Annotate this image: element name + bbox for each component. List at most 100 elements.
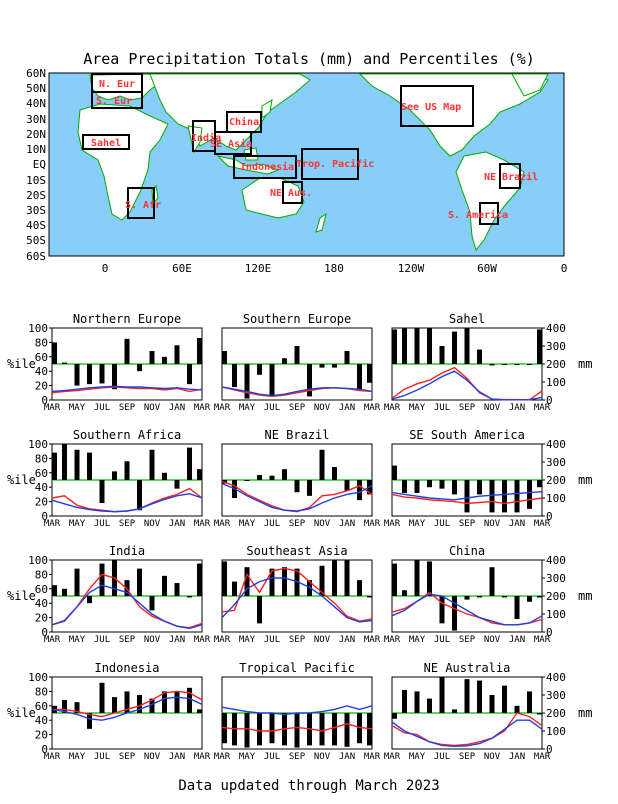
y-tick-label: 0 (41, 743, 48, 756)
x-tick-label: MAR (194, 519, 211, 529)
x-tick-label: MAR (214, 519, 231, 529)
x-tick-label: SEP (289, 519, 306, 529)
x-tick-label: MAR (44, 403, 61, 413)
chart-panel: China 0 100 200 300 400 mm MAR MAY JUL SEP NOV JAN MA… (384, 544, 593, 645)
percentile-bar (197, 469, 202, 480)
panel-title: Southern Africa (73, 428, 181, 442)
x-tick-label: MAR (214, 403, 231, 413)
x-tick-label: MAR (534, 519, 551, 529)
percentile-bar (537, 596, 542, 598)
percentile-bar (294, 346, 300, 364)
lat-label: 50N (26, 82, 46, 95)
percentile-bar (464, 679, 470, 713)
percentile-bar (257, 596, 262, 624)
y-tick-label: 400 (546, 554, 566, 567)
percentile-bar (452, 596, 457, 631)
x-tick-label: SEP (119, 635, 136, 645)
x-tick-label: SEP (289, 403, 306, 413)
region-label-n-eur: N. Eur (99, 79, 135, 90)
lat-label: 30S (26, 204, 46, 217)
percentile-bar (52, 452, 57, 480)
y-tick-label: 400 (546, 438, 566, 451)
percentile-bar (392, 713, 397, 719)
percentile-bar (112, 364, 117, 390)
percentile-bar (222, 561, 227, 596)
normal-precip-line (221, 577, 373, 623)
lat-label: 40S (26, 219, 46, 232)
region-box-sahel (82, 134, 130, 150)
percentile-bar (402, 689, 407, 713)
x-tick-label: SEP (459, 635, 476, 645)
region-labels: N. Eur S. Eur Sahel India China SE Asia … (91, 79, 538, 221)
percentile-bar (244, 364, 250, 399)
y-tick-label: 400 (546, 671, 566, 684)
percentile-bar (344, 560, 350, 596)
y-tick-label: 300 (546, 689, 566, 702)
x-tick-label: MAR (194, 403, 211, 413)
percentile-bar (52, 585, 57, 596)
chart-panel: Southern Europe MAR MAY JUL SEP NOV JAN MAR (214, 312, 381, 413)
percentile-bar (232, 364, 237, 388)
x-tick-label: JUL (264, 519, 280, 529)
percentile-bar (244, 567, 250, 596)
current-precip-line (391, 366, 543, 401)
x-tick-label: NOV (484, 752, 501, 762)
panel-title: NE Brazil (264, 428, 329, 442)
world-map: N. Eur S. Eur Sahel India China SE Asia … (26, 67, 567, 275)
x-tick-label: NOV (314, 752, 331, 762)
percentile-bar (452, 480, 457, 495)
percentile-bar (514, 705, 520, 713)
percentile-bar (332, 364, 337, 368)
percentile-bar (257, 474, 262, 480)
percentile-bar (489, 364, 495, 366)
land-africa (77, 103, 169, 221)
percentile-bar (514, 596, 520, 620)
land-new-zealand (315, 212, 327, 233)
percentile-bar (392, 563, 397, 596)
region-label-us: See US Map (401, 102, 461, 113)
x-tick-label: NOV (314, 519, 331, 529)
percentile-bar (257, 713, 262, 746)
percentile-bar (392, 329, 397, 364)
figure-title: Area Precipitation Totals (mm) and Perce… (83, 50, 535, 68)
x-tick-label: MAY (239, 752, 256, 762)
percentile-bar (464, 480, 470, 513)
percentile-bar (174, 345, 180, 364)
normal-precip-line (391, 370, 543, 401)
x-tick-label: NOV (144, 635, 161, 645)
percentile-bar (187, 596, 192, 598)
percentile-bar (527, 596, 532, 602)
region-label-china: China (229, 116, 259, 128)
percentile-bar (74, 702, 80, 713)
x-tick-label: NOV (314, 403, 331, 413)
percentile-bar (344, 480, 350, 491)
lat-label: 60N (26, 67, 46, 80)
y-tick-label: 20 (35, 612, 48, 625)
x-tick-label: MAY (69, 752, 86, 762)
x-tick-label: NOV (484, 403, 501, 413)
percentile-bar (319, 713, 325, 746)
x-tick-label: MAY (409, 752, 426, 762)
current-precip-line (221, 567, 373, 622)
x-tick-label: SEP (459, 403, 476, 413)
y-axis-label: mm (578, 473, 592, 487)
x-tick-label: MAR (384, 519, 401, 529)
region-box-s-eur (91, 91, 143, 109)
percentile-bar (99, 364, 105, 384)
percentile-bar (87, 364, 92, 385)
x-tick-label: JAN (509, 635, 525, 645)
x-tick-label: JUL (264, 403, 280, 413)
normal-precip-line (51, 385, 203, 393)
percentile-bar (502, 480, 507, 513)
percentile-bar (402, 590, 407, 596)
current-precip-line (391, 712, 543, 747)
region-label-se-s-america: S. America (448, 209, 508, 221)
y-tick-label: 40 (35, 597, 48, 610)
percentile-bar (232, 581, 237, 596)
panel-title: Sahel (449, 312, 485, 326)
normal-precip-line (221, 386, 373, 397)
region-box-se-asia (214, 131, 252, 155)
y-tick-label: 40 (35, 365, 48, 378)
